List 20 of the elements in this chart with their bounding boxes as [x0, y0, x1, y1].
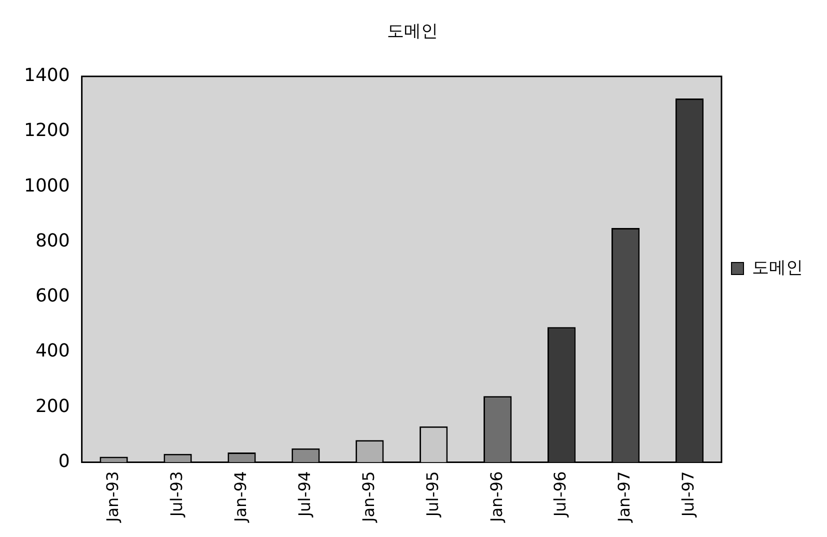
chart-title: 도메인: [387, 22, 438, 42]
legend-label: 도메인: [752, 258, 803, 278]
x-tick-label: Jul-96: [550, 471, 570, 518]
x-tick-label: Jan-93: [102, 471, 122, 523]
y-tick-label: 1000: [24, 175, 70, 196]
y-tick-label: 0: [58, 450, 70, 472]
y-tick-label: 200: [35, 396, 70, 417]
x-tick-label: Jan-97: [614, 471, 634, 523]
y-tick-label: 800: [35, 230, 70, 252]
x-tick-label: Jul-93: [166, 471, 186, 518]
x-tick-label: Jul-97: [678, 471, 698, 518]
x-tick-label: Jan-96: [486, 471, 506, 523]
y-tick-label: 600: [35, 286, 70, 307]
y-tick-label: 400: [35, 340, 70, 362]
x-tick-label: Jan-95: [358, 471, 378, 523]
x-tick-label: Jul-94: [294, 471, 314, 518]
y-tick-label: 1200: [24, 120, 70, 142]
y-tick-label: 1400: [24, 65, 70, 86]
x-tick-label: Jul-95: [422, 471, 442, 518]
x-tick-label: Jan-94: [230, 471, 250, 523]
